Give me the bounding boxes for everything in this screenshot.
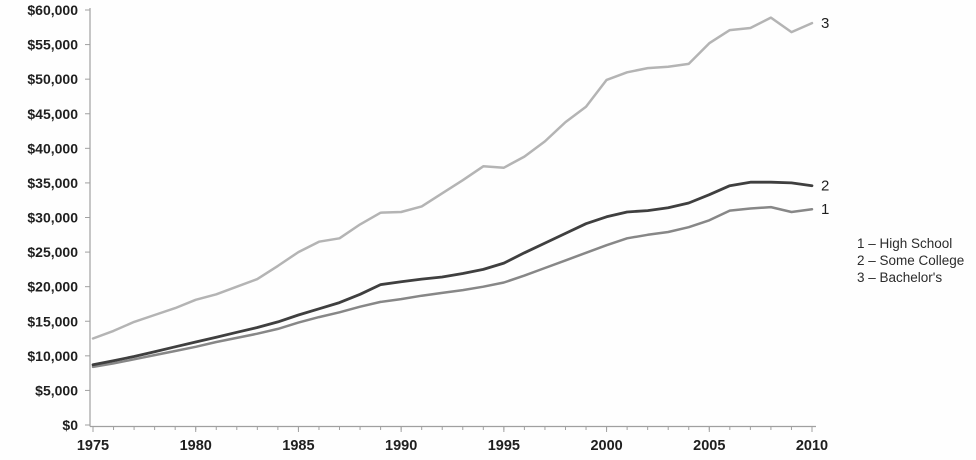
y-tick-label: $60,000 <box>27 2 78 18</box>
x-tick-label: 1975 <box>77 438 109 454</box>
x-tick-label: 1980 <box>180 438 212 454</box>
legend-item-bachelors: 3 – Bachelor's <box>857 270 943 285</box>
y-tick-label: $25,000 <box>27 244 78 260</box>
y-tick-label: $55,000 <box>27 37 78 53</box>
line-bachelor-s <box>91 16 814 340</box>
y-tick-label: $30,000 <box>27 210 78 226</box>
line-high-school <box>91 205 814 369</box>
legend-item-high-school: 1 – High School <box>857 236 953 251</box>
chart-legend: 1 – High School 2 – Some College 3 – Bac… <box>857 235 964 286</box>
y-tick-label: $50,000 <box>27 71 78 87</box>
y-tick-label: $20,000 <box>27 279 78 295</box>
y-tick-label: $10,000 <box>27 348 78 364</box>
y-tick-label: $0 <box>62 417 78 433</box>
line-some-college <box>91 180 814 367</box>
x-tick-label: 2000 <box>590 438 622 454</box>
x-tick-label: 2005 <box>693 438 725 454</box>
x-tick-label: 1990 <box>385 438 417 454</box>
y-tick-label: $40,000 <box>27 140 78 156</box>
y-tick-label: $35,000 <box>27 175 78 191</box>
y-tick-label: $15,000 <box>27 313 78 329</box>
y-tick-label: $5,000 <box>35 382 78 398</box>
line-end-label-high-school: 1 <box>821 201 829 218</box>
line-end-label-some-college: 2 <box>821 178 829 195</box>
x-tick-label: 2010 <box>796 438 828 454</box>
y-tick-label: $45,000 <box>27 106 78 122</box>
legend-item-some-college: 2 – Some College <box>857 253 965 268</box>
line-end-label-bachelor-s: 3 <box>821 15 829 32</box>
x-tick-label: 1985 <box>282 438 314 454</box>
x-tick-label: 1995 <box>488 438 520 454</box>
